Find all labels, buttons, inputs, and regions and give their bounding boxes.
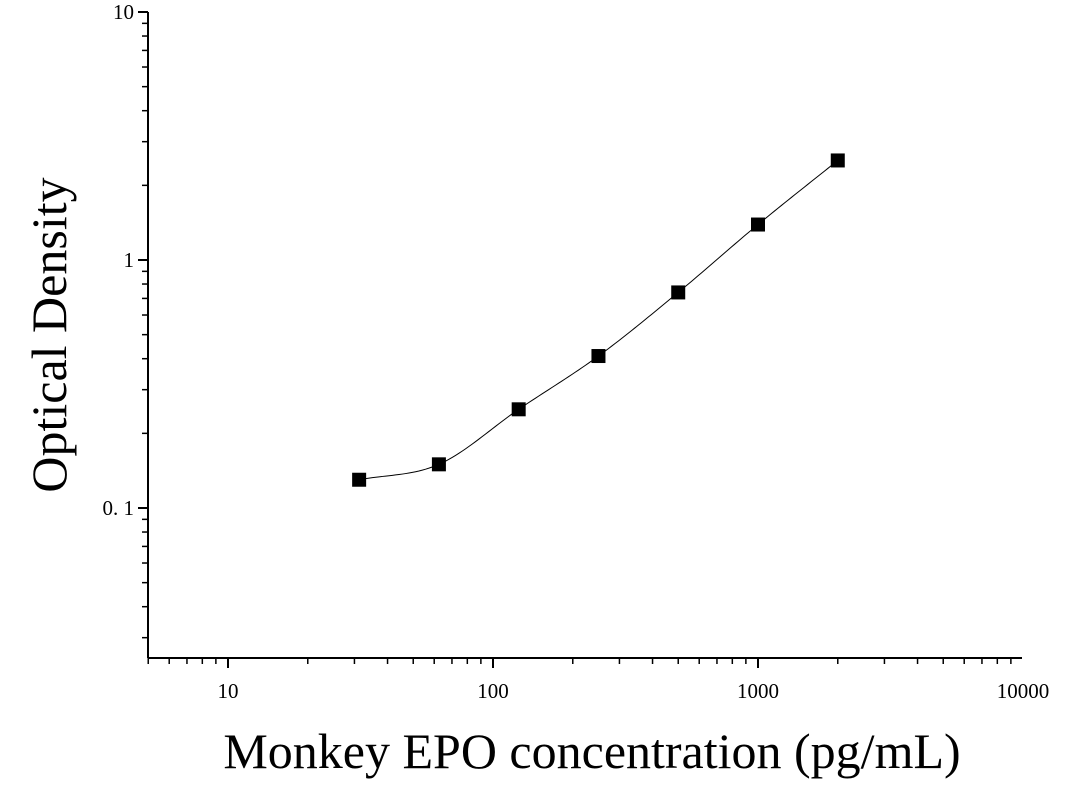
data-point	[591, 349, 606, 364]
data-point	[431, 457, 446, 472]
x-tick-label: 1000	[737, 679, 779, 703]
y-tick-labels: 0. 1 1 10	[103, 0, 135, 520]
x-tick-label: 10	[218, 679, 239, 703]
x-ticks	[147, 658, 1012, 668]
data-point	[830, 153, 845, 168]
y-axis-title: Optical Density	[21, 177, 77, 492]
y-tick-label: 10	[113, 0, 134, 24]
x-tick-label: 100	[477, 679, 509, 703]
y-tick-label: 1	[124, 248, 135, 272]
axes	[147, 12, 1022, 659]
x-tick-labels: 10 100 1000 10000	[218, 679, 1050, 703]
y-ticks	[138, 11, 148, 639]
data-point	[671, 285, 686, 300]
y-tick-label: 0. 1	[103, 496, 135, 520]
x-axis-title: Monkey EPO concentration (pg/mL)	[223, 723, 960, 779]
x-tick-label: 10000	[997, 679, 1050, 703]
data-point	[751, 217, 765, 232]
fit-curve	[359, 160, 839, 481]
data-markers	[352, 153, 845, 487]
data-point	[352, 472, 367, 487]
data-point	[511, 402, 526, 417]
